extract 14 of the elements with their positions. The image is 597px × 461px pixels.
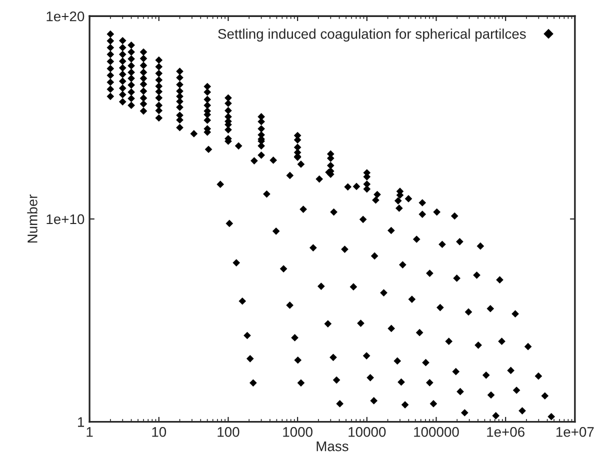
y-tick-label: 1 xyxy=(78,417,84,427)
x-tick-label: 10000 xyxy=(348,427,386,437)
x-tick-label: 100 xyxy=(218,427,240,437)
x-axis-title: Mass xyxy=(316,442,348,452)
x-tick-label: 1e+06 xyxy=(487,427,524,437)
x-tick-label: 1e+07 xyxy=(556,427,594,437)
y-tick-label: 1e+10 xyxy=(46,214,84,224)
x-tick-label: 100000 xyxy=(414,427,459,437)
x-tick-label: 10 xyxy=(152,427,166,437)
y-tick-label: 1e+20 xyxy=(46,11,84,22)
x-tick-label: 1000 xyxy=(283,427,312,437)
legend-label: Settling induced coagulation for spherical partilces xyxy=(218,28,526,42)
x-tick-label: 1 xyxy=(86,427,93,437)
y-axis-title: Number xyxy=(27,194,38,243)
